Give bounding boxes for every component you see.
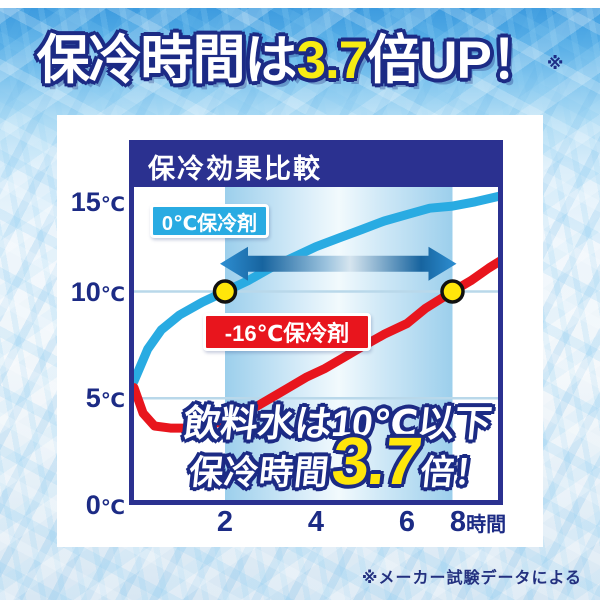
headline-multiplier: 3.7	[296, 31, 369, 90]
footer-disclaimer: ※メーカー試験データによる	[361, 570, 582, 587]
legend-red-series: -16℃保冷剤	[203, 313, 371, 351]
chart-title: 保冷効果比較	[148, 153, 322, 184]
claim2-multiplier: 3.7	[328, 424, 424, 499]
chart-plot-area: 0℃保冷剤 -16℃保冷剤 飲料水は10℃以下 保冷時間 3.7 倍！	[134, 187, 498, 500]
top-white-border	[0, 0, 600, 8]
curve-blue-coolant	[134, 191, 498, 386]
duration-arrow	[220, 246, 457, 281]
legend-red-label: -16℃保冷剤	[224, 321, 350, 346]
headline-suffix: 倍UP！	[367, 31, 544, 90]
y-tick-label: 10℃	[70, 276, 125, 307]
chart-title-banner: 保冷効果比較	[134, 145, 498, 187]
headline-prefix: 保冷時間は	[36, 31, 298, 90]
crossing-point-dot	[440, 279, 465, 304]
headline-reference-mark: ※	[546, 54, 564, 73]
claim2-prefix: 保冷時間	[187, 454, 332, 492]
legend-blue-series: 0℃保冷剤	[150, 204, 269, 238]
claim2-suffix: 倍！	[418, 454, 491, 492]
y-tick-label: 0℃	[85, 490, 125, 520]
chart-frame: 保冷効果比較 0℃保冷剤 -16℃保冷剤 飲料水は10℃以下 保冷時間 3.7 …	[129, 140, 503, 505]
x-tick-label: 6	[398, 506, 416, 538]
x-tick-label: 8時間	[449, 506, 507, 538]
y-tick-label: 15℃	[70, 186, 125, 217]
x-tick-label: 2	[216, 506, 234, 538]
legend-blue-label: 0℃保冷剤	[161, 212, 258, 235]
y-tick-label: 5℃	[85, 383, 125, 414]
headline-text: 保冷時間は3.7倍UP！	[36, 26, 544, 96]
x-tick-label: 4	[307, 506, 325, 538]
claim-line-2: 保冷時間 3.7 倍！	[187, 424, 493, 499]
header-headline: 保冷時間は3.7倍UP！ ※	[0, 26, 600, 96]
crossing-point-dot	[212, 279, 238, 304]
